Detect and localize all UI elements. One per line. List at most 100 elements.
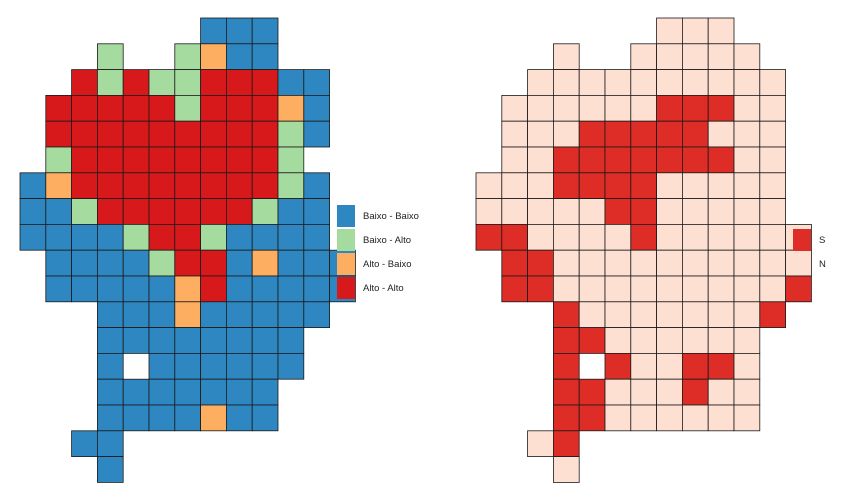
map-cell-n xyxy=(475,172,503,200)
map-cell-alto-alto xyxy=(148,95,176,122)
map-cell-baixo-baixo xyxy=(71,223,98,251)
map-cell-s xyxy=(604,352,632,380)
map-cell-n xyxy=(578,249,606,277)
map-cell-n xyxy=(630,378,657,406)
map-cell-n xyxy=(578,198,606,225)
map-cell-s xyxy=(578,404,606,432)
map-cell-n xyxy=(733,172,761,200)
map-cell-n xyxy=(682,172,709,200)
map-cell-n xyxy=(707,69,735,96)
legend-item-n: N xyxy=(793,253,826,275)
map-cell-baixo-baixo xyxy=(71,430,98,457)
legend-swatch xyxy=(337,205,355,227)
legend-label: N xyxy=(819,258,826,270)
map-cell-n xyxy=(578,301,606,328)
map-cell-baixo-baixo xyxy=(200,17,227,45)
map-cell-n xyxy=(578,223,606,251)
map-cell-n xyxy=(527,172,554,200)
map-cell-n xyxy=(682,17,709,45)
map-cell-n xyxy=(656,17,683,45)
map-cell-n xyxy=(759,146,786,174)
map-cell-n xyxy=(553,275,580,303)
map-cell-n xyxy=(553,198,580,225)
map-cell-n xyxy=(578,275,606,303)
map-cell-baixo-alto xyxy=(277,146,305,174)
legend-label: Alto - Alto xyxy=(363,282,404,294)
map-cell-baixo-alto xyxy=(122,223,150,251)
map-cell-baixo-baixo xyxy=(97,223,124,251)
map-cell-n xyxy=(656,249,683,277)
map-cell-baixo-baixo xyxy=(122,327,150,354)
map-cell-baixo-baixo xyxy=(277,352,305,380)
map-cell-n xyxy=(604,404,632,432)
map-cell-s xyxy=(578,327,606,354)
map-cell-baixo-alto xyxy=(97,69,124,96)
legend-item-baixo-alto: Baixo - Alto xyxy=(337,229,411,251)
map-cell-n xyxy=(733,275,761,303)
map-cell-s xyxy=(553,301,580,328)
map-cell-alto-alto xyxy=(174,198,202,225)
map-cell-baixo-baixo xyxy=(251,43,279,70)
map-cell-n xyxy=(656,352,683,380)
map-cell-n xyxy=(656,172,683,200)
map-cell-alto-alto xyxy=(122,198,150,225)
map-cell-baixo-baixo xyxy=(200,352,227,380)
legend-swatch xyxy=(337,277,355,299)
map-cell-baixo-baixo xyxy=(97,404,124,432)
map-cell-baixo-baixo xyxy=(174,327,202,354)
map-cell-s xyxy=(553,352,580,380)
map-cell-n xyxy=(527,198,554,225)
map-cell-alto-alto xyxy=(251,146,279,174)
map-cell-alto-alto xyxy=(200,146,227,174)
map-cell-n xyxy=(630,43,657,70)
map-cell-s xyxy=(707,95,735,122)
map-cell-baixo-baixo xyxy=(97,352,124,380)
legend-label: Baixo - Baixo xyxy=(363,210,419,222)
map-cell-baixo-baixo xyxy=(225,352,253,380)
map-cell-n xyxy=(604,69,632,96)
map-cell-baixo-alto xyxy=(148,249,176,277)
map-cell-n xyxy=(604,249,632,277)
map-cell-s xyxy=(578,146,606,174)
map-cell-n xyxy=(759,172,786,200)
map-cell-s xyxy=(604,198,632,225)
map-cell-n xyxy=(630,404,657,432)
legend-item-baixo-baixo: Baixo - Baixo xyxy=(337,205,419,227)
map-cell-n xyxy=(656,69,683,96)
map-cell-alto-alto xyxy=(122,172,150,200)
map-cell-baixo-baixo xyxy=(251,327,279,354)
map-cell-n xyxy=(630,352,657,380)
map-cell-baixo-baixo xyxy=(148,352,176,380)
map-cell-n xyxy=(733,146,761,174)
map-cell-baixo-baixo xyxy=(97,327,124,354)
legend-label: Baixo - Alto xyxy=(363,234,412,246)
map-cell-s xyxy=(475,223,503,251)
map-cell-n xyxy=(707,17,735,45)
map-cell-n xyxy=(656,275,683,303)
map-cell-n xyxy=(733,223,761,251)
map-cell-alto-alto xyxy=(148,172,176,200)
map-cell-n xyxy=(707,301,735,328)
map-cell-s xyxy=(553,404,580,432)
map-cell-n xyxy=(733,69,761,96)
map-cell-n xyxy=(707,43,735,70)
map-cell-s xyxy=(759,301,786,328)
map-cell-baixo-baixo xyxy=(303,69,330,96)
map-cell-s xyxy=(604,172,632,200)
map-cell-baixo-baixo xyxy=(303,249,330,277)
map-cell-n xyxy=(707,172,735,200)
map-cell-alto-alto xyxy=(174,146,202,174)
map-cell-n xyxy=(604,378,632,406)
legend-label: Alto - Baixo xyxy=(363,258,412,270)
map-cell-baixo-baixo xyxy=(303,198,330,225)
map-cell-s xyxy=(501,275,528,303)
map-cell-s xyxy=(578,378,606,406)
map-cell-s xyxy=(553,146,580,174)
map-cell-n xyxy=(630,95,657,122)
map-cell-alto-alto xyxy=(225,146,253,174)
map-cell-baixo-baixo xyxy=(303,301,330,328)
map-cell-n xyxy=(682,404,709,432)
map-cell-n xyxy=(682,43,709,70)
map-cell-n xyxy=(759,120,786,148)
